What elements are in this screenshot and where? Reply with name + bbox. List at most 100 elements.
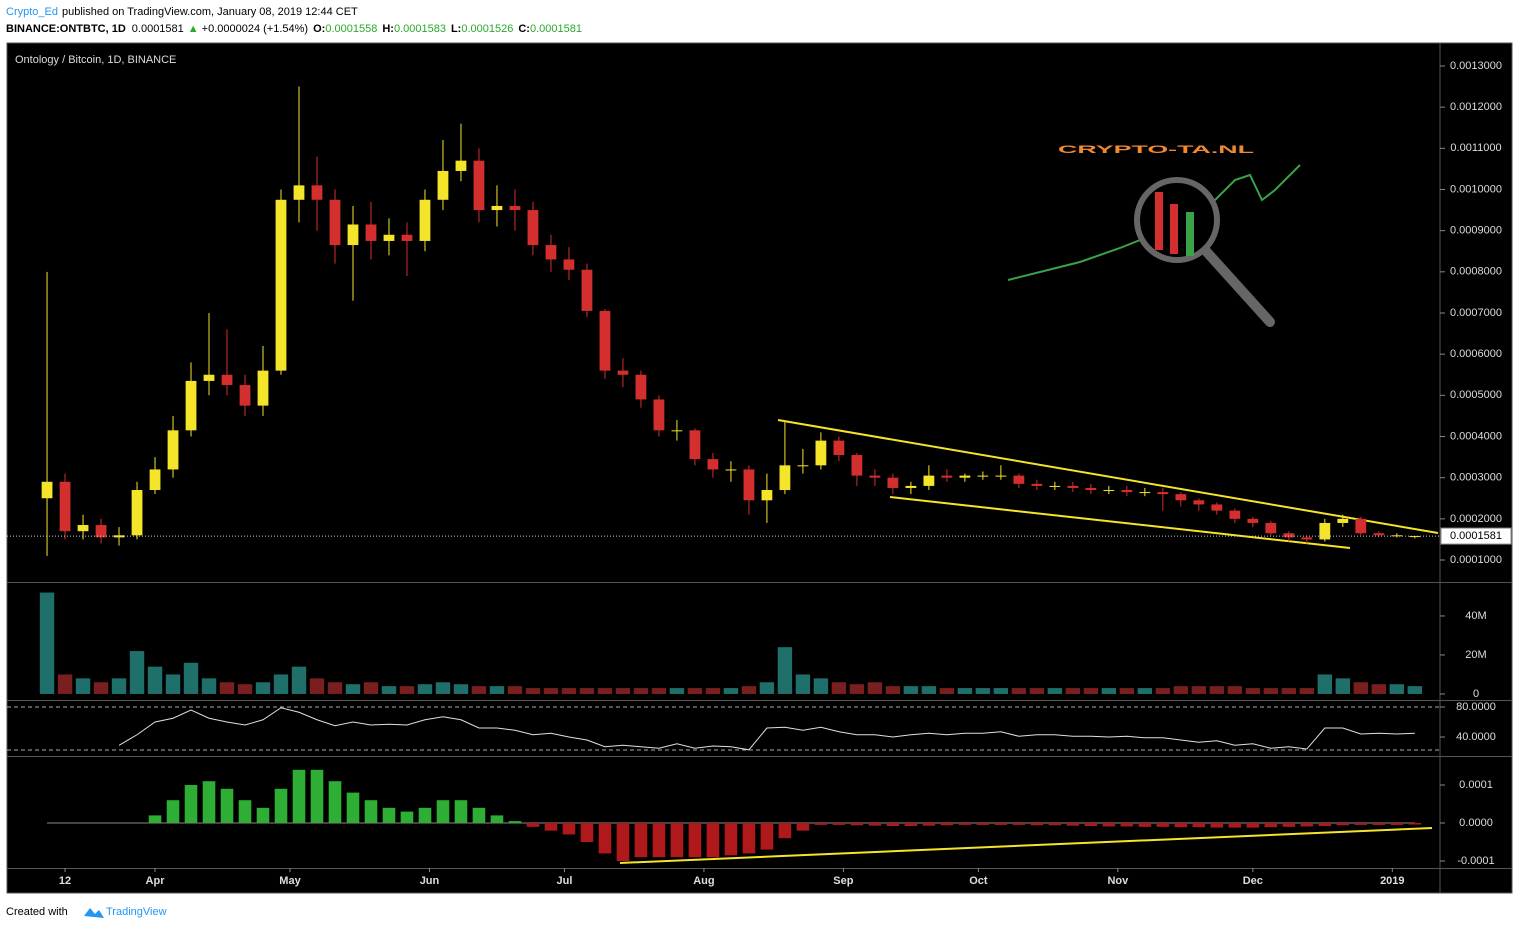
candle-body: [347, 224, 359, 246]
candle-body: [239, 385, 251, 406]
histogram-bar: [1192, 823, 1206, 828]
candle-body: [887, 477, 899, 488]
trendline: [619, 827, 1433, 864]
candle-body: [995, 475, 1007, 477]
histogram-bar: [346, 792, 360, 824]
volume-bar: [1263, 688, 1279, 694]
volume-bar: [1227, 686, 1243, 694]
candle-body: [329, 199, 341, 246]
candle-body: [1175, 494, 1187, 501]
candle-body: [437, 170, 449, 200]
volume-bar: [489, 686, 505, 694]
candle-body: [401, 234, 413, 241]
x-tick-label: Oct: [969, 875, 988, 887]
candle-body: [1265, 522, 1277, 534]
candle-body: [1085, 487, 1097, 491]
h-value: 0.0001583: [394, 23, 446, 35]
histogram-bar: [1066, 823, 1080, 826]
histogram-bar: [418, 807, 432, 824]
candle-body: [1139, 492, 1151, 494]
volume-bar: [93, 682, 109, 694]
volume-bar: [1083, 688, 1099, 694]
volume-bar: [1029, 688, 1045, 694]
histogram-bar: [274, 788, 288, 824]
histogram-bar: [760, 823, 774, 850]
symbol: BINANCE:ONTBTC, 1D: [6, 23, 126, 35]
candle-body: [1229, 510, 1241, 519]
trendline: [889, 496, 1351, 549]
candle-body: [1157, 492, 1169, 495]
volume-bar: [561, 688, 577, 694]
candle-body: [293, 185, 305, 200]
candle-body: [131, 490, 143, 536]
candle-body: [599, 310, 611, 371]
x-tick-label: Jul: [556, 875, 572, 887]
candle-body: [581, 269, 593, 311]
x-tick-label: Sep: [833, 875, 853, 887]
logo-candle: [1155, 192, 1163, 250]
volume-bar: [795, 674, 811, 694]
candle-body: [743, 469, 755, 501]
header-line-2: BINANCE:ONTBTC, 1D 0.0001581 ▲ +0.0000024 (…: [6, 23, 582, 35]
histogram-bar: [1282, 823, 1296, 827]
candle-body: [1283, 533, 1295, 538]
volume-bar: [867, 682, 883, 694]
candle-body: [167, 430, 179, 470]
histogram-bar: [1408, 823, 1422, 825]
y-tick-label: 20M: [1465, 649, 1486, 661]
volume-bar: [453, 684, 469, 694]
volume-bar: [849, 684, 865, 694]
histogram-bar: [616, 823, 630, 862]
author[interactable]: Crypto_Ed: [6, 6, 58, 18]
candle-body: [707, 459, 719, 470]
histogram-bar: [436, 800, 450, 824]
candle-body: [221, 374, 233, 386]
volume-bar: [759, 682, 775, 694]
candle-body: [41, 481, 53, 499]
candle-body: [689, 430, 701, 460]
histogram-bar: [670, 823, 684, 858]
candle-body: [311, 185, 323, 200]
histogram-bar: [1300, 823, 1314, 827]
volume-bar: [687, 688, 703, 694]
volume-bar: [1047, 688, 1063, 694]
candle-body: [419, 199, 431, 241]
volume-bar: [1317, 674, 1333, 694]
volume-bar: [705, 688, 721, 694]
candle-body: [797, 465, 809, 467]
x-tick-label: May: [279, 875, 301, 887]
volume-bar: [129, 651, 145, 694]
volume-bar: [75, 678, 91, 694]
y-tick-label: 80.0000: [1456, 701, 1496, 713]
volume-bar: [1407, 686, 1423, 694]
candle-body: [959, 475, 971, 478]
volume-bar: [921, 686, 937, 694]
candle-body: [1193, 500, 1205, 505]
x-tick-label: Aug: [693, 875, 714, 887]
volume-bar: [975, 688, 991, 694]
y-tick-label: -0.0001: [1457, 855, 1494, 867]
candle-body: [1121, 490, 1133, 493]
footer-brand[interactable]: TradingView: [106, 906, 167, 918]
y-tick-label: 0.0009000: [1450, 225, 1502, 237]
histogram-bar: [490, 815, 504, 824]
volume-bar: [1065, 688, 1081, 694]
y-tick-label: 40M: [1465, 610, 1486, 622]
l-label: L:: [451, 23, 461, 35]
volume-bar: [543, 688, 559, 694]
candle-body: [761, 490, 773, 501]
candle-body: [203, 374, 215, 381]
logo-text: CRYPTO-TA.NL: [1058, 144, 1255, 156]
volume-bar: [111, 678, 127, 694]
candle-body: [815, 440, 827, 466]
y-tick-label: 0.0013000: [1450, 60, 1502, 72]
histogram-bar: [976, 823, 990, 825]
x-tick-label: Apr: [146, 875, 166, 887]
arrow: ▲: [188, 23, 199, 35]
y-tick-label: 0.0005000: [1450, 389, 1502, 401]
histogram-bar: [850, 823, 864, 826]
volume-bar: [399, 686, 415, 694]
candle-body: [851, 455, 863, 476]
histogram-bar: [220, 788, 234, 824]
